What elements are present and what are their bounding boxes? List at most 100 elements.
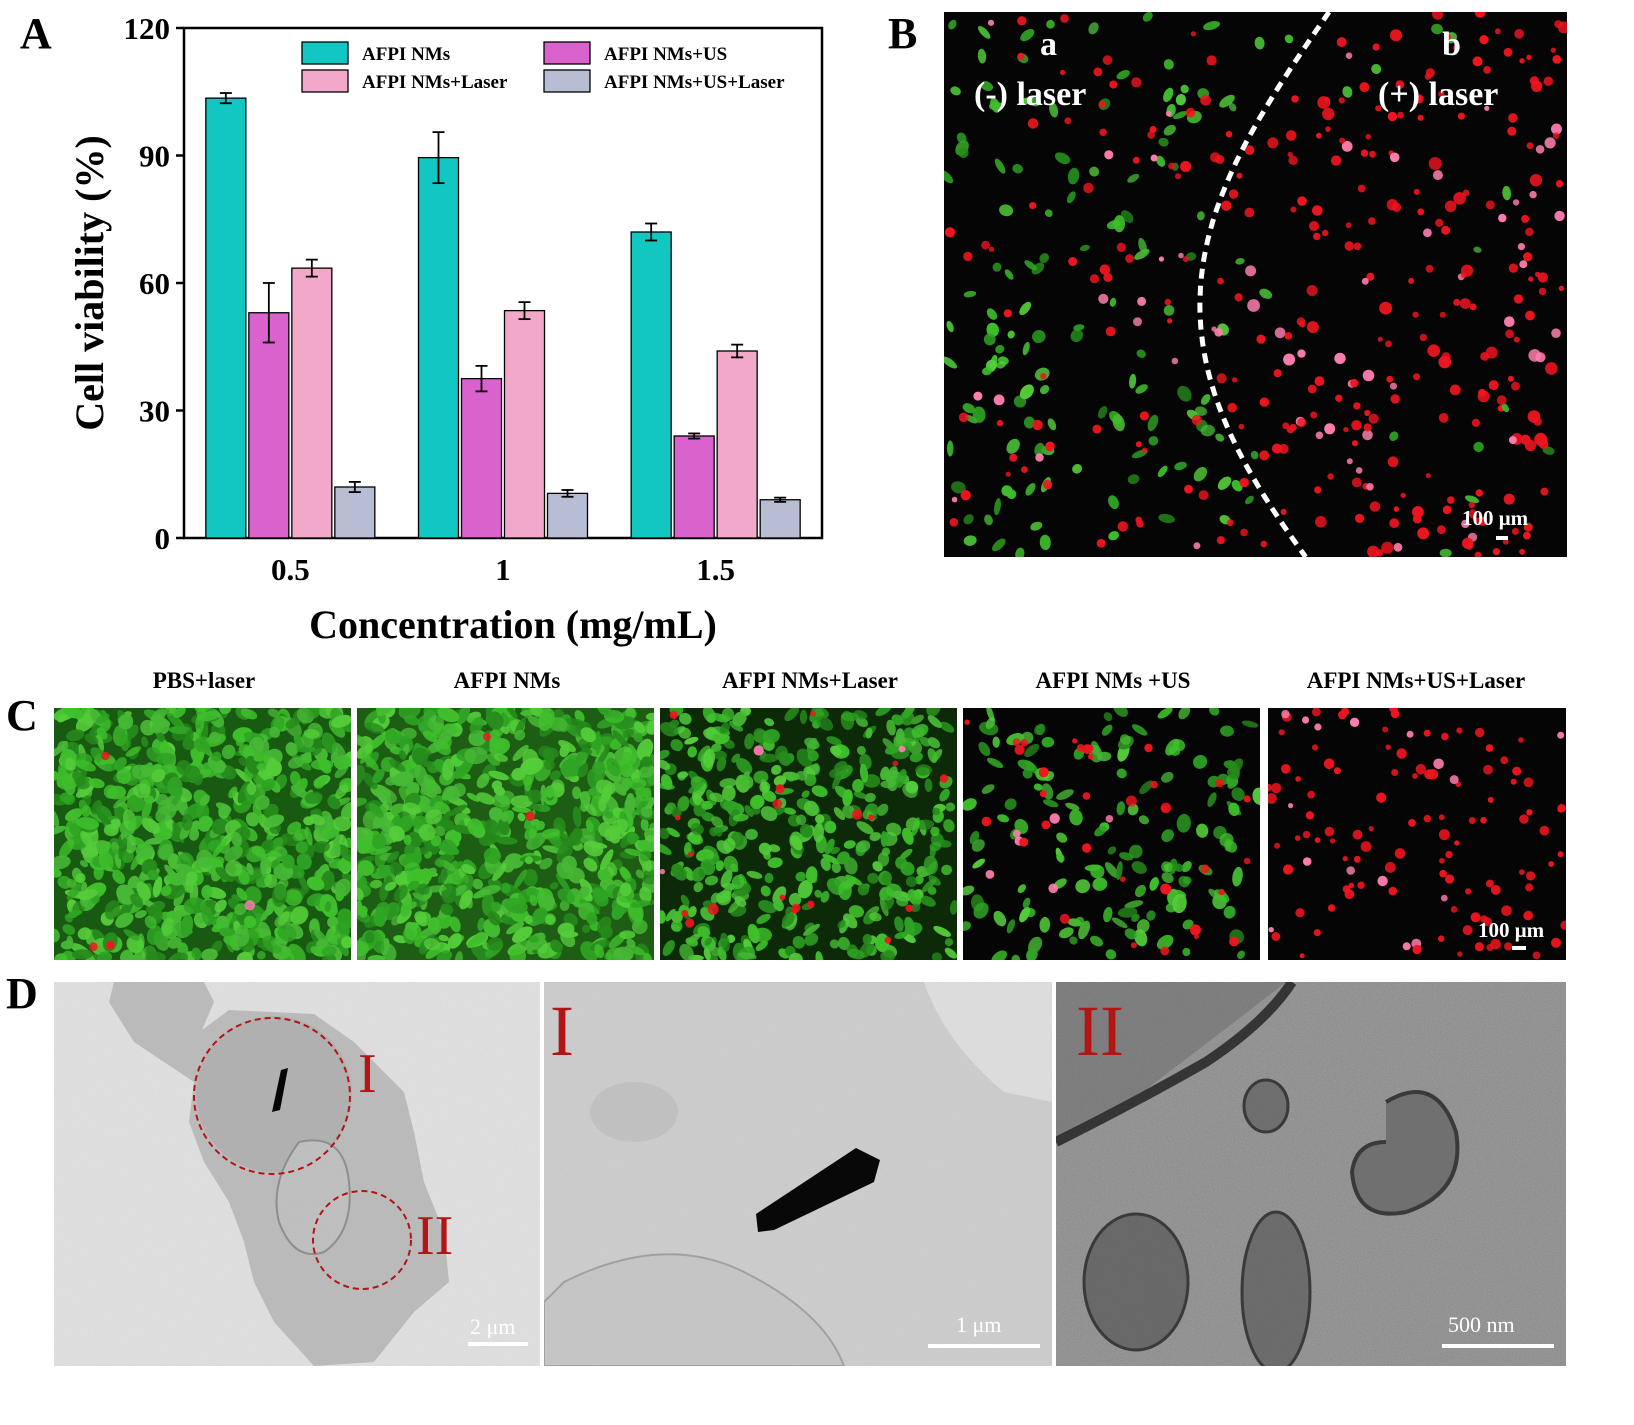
live-cell [467, 932, 487, 949]
dead-cell [101, 751, 110, 761]
live-cell [425, 885, 447, 893]
live-cell [267, 708, 280, 718]
live-cell [246, 782, 257, 796]
live-cell [801, 790, 810, 798]
live-cell [219, 927, 236, 937]
dead-cell [1164, 298, 1171, 306]
live-cell [310, 759, 334, 771]
dead-cell [1200, 94, 1211, 106]
live-cell [579, 878, 593, 894]
live-cell [829, 767, 849, 779]
dead-cell [1438, 355, 1452, 369]
dead-cell [1474, 551, 1482, 557]
live-cell [495, 836, 518, 845]
dead-cell [1437, 935, 1445, 942]
dead-cell [1343, 426, 1349, 433]
dead-cell [1098, 293, 1109, 304]
live-cell [824, 838, 835, 855]
live-cell [95, 713, 110, 725]
dead-cell [1315, 431, 1324, 440]
dead-cell [1003, 309, 1012, 318]
dead-cell [1472, 56, 1483, 67]
dead-cell [1171, 357, 1179, 365]
live-cell [306, 876, 325, 891]
dead-cell [1226, 519, 1234, 527]
live-cell [579, 791, 591, 805]
dead-cell [482, 732, 491, 741]
live-cell [1108, 495, 1119, 510]
dead-cell [973, 391, 983, 401]
dead-cell [1093, 67, 1103, 77]
live-cell [260, 902, 276, 922]
live-cell [490, 739, 501, 750]
live-cell [704, 937, 713, 946]
live-cell [641, 869, 654, 885]
live-cell [1127, 803, 1139, 816]
live-cell [127, 875, 140, 891]
live-cell [646, 719, 654, 735]
live-cell [814, 889, 823, 898]
live-cell [734, 896, 747, 907]
live-cell [555, 873, 571, 892]
live-cell [194, 914, 204, 924]
dead-cell [1496, 395, 1507, 406]
live-cell [1105, 949, 1117, 960]
dead-cell [1297, 349, 1306, 358]
c-title-1: PBS+laser [152, 668, 256, 693]
dead-cell [1504, 942, 1513, 951]
dead-cell [1512, 199, 1520, 206]
live-cell [665, 908, 676, 922]
dead-cell [1244, 145, 1255, 155]
dead-cell [1382, 726, 1389, 733]
live-cell [903, 933, 916, 943]
live-cell [641, 756, 653, 768]
live-cell [946, 440, 954, 457]
live-cell [147, 869, 159, 881]
dead-cell [1438, 412, 1449, 423]
dead-cell [1361, 277, 1369, 285]
live-cell [815, 951, 824, 960]
live-cell [295, 841, 308, 854]
live-cell [599, 849, 614, 870]
live-cell [1049, 102, 1059, 118]
live-cell [886, 822, 902, 836]
live-cell [219, 708, 232, 715]
dead-cell [1150, 780, 1158, 789]
dead-cell [1423, 729, 1431, 737]
dead-cell [1102, 55, 1113, 65]
live-cell [963, 514, 974, 525]
dead-cell [1557, 851, 1564, 858]
live-cell [894, 916, 904, 932]
dead-cell [1019, 837, 1029, 847]
live-cell [1019, 906, 1031, 923]
c-title-3: AFPI NMs+Laser [722, 668, 898, 693]
live-cell [1259, 288, 1273, 299]
dead-cell [1322, 229, 1329, 237]
live-cell [749, 794, 765, 810]
dead-cell [1236, 172, 1243, 179]
live-cell [716, 890, 732, 904]
live-cell [199, 794, 210, 806]
legend-label: AFPI NMs+Laser [362, 72, 508, 93]
live-cell [1012, 163, 1023, 174]
dead-cell [1518, 737, 1524, 743]
live-cell [584, 801, 597, 816]
live-cell [386, 850, 400, 864]
live-cell [744, 805, 754, 817]
live-cell [211, 818, 229, 835]
dead-cell [1462, 189, 1470, 197]
dead-cell [1087, 753, 1094, 760]
live-cell [385, 776, 398, 786]
dead-cell [685, 918, 695, 928]
live-cell [225, 860, 243, 877]
live-cell [795, 871, 806, 882]
dead-cell [1400, 492, 1406, 499]
live-cell [1157, 708, 1173, 719]
dead-cell [958, 412, 969, 423]
dead-cell [1144, 743, 1153, 753]
dead-cell [1379, 301, 1392, 315]
live-cell [1161, 771, 1174, 783]
live-cell [357, 764, 365, 788]
live-cell [1103, 712, 1113, 722]
live-cell [385, 728, 398, 745]
